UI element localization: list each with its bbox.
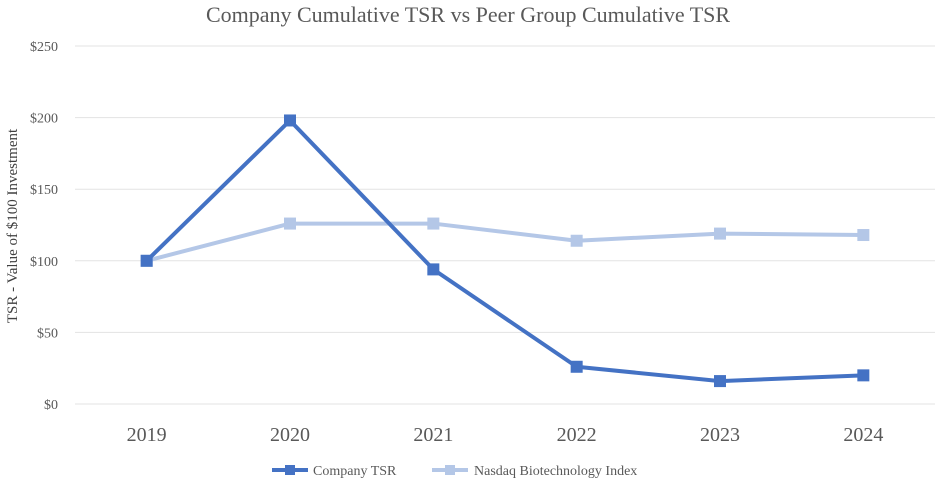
- data-point-marker: [427, 263, 440, 276]
- gridlines: [75, 45, 935, 405]
- legend-label: Company TSR: [313, 464, 397, 479]
- y-tick-label: $100: [30, 255, 58, 270]
- x-tick-label: 2021: [413, 424, 453, 446]
- data-point-marker: [714, 227, 726, 240]
- y-axis-ticks: $0 $50 $100 $150 $200 $250: [30, 40, 58, 413]
- data-point-marker: [570, 234, 583, 247]
- legend: Company TSR Nasdaq Biotechnology Index: [272, 464, 637, 479]
- x-axis-ticks: 2019 2020 2021 2022 2023 2024: [127, 424, 884, 446]
- data-point-marker: [427, 217, 440, 230]
- legend-marker: [285, 465, 295, 475]
- y-tick-label: $250: [30, 40, 58, 55]
- data-point-marker: [857, 229, 870, 242]
- data-point-marker: [140, 254, 153, 267]
- series-lines: [140, 114, 870, 388]
- legend-marker: [445, 465, 455, 475]
- data-point-marker: [284, 217, 296, 230]
- data-point-marker: [714, 375, 726, 388]
- x-tick-label: 2023: [700, 424, 740, 446]
- series-line: [144, 118, 866, 384]
- y-axis-label: TSR - Value of $100 Investment: [5, 128, 21, 323]
- data-point-marker: [857, 369, 870, 382]
- x-tick-label: 2019: [127, 424, 167, 446]
- legend-label: Nasdaq Biotechnology Index: [474, 464, 637, 479]
- data-point-marker: [570, 360, 583, 373]
- y-tick-label: $50: [37, 326, 58, 341]
- chart-title: Company Cumulative TSR vs Peer Group Cum…: [206, 2, 730, 27]
- x-tick-label: 2024: [843, 424, 883, 446]
- y-tick-label: $200: [30, 112, 58, 127]
- y-tick-label: $0: [44, 398, 58, 413]
- y-tick-label: $150: [30, 183, 58, 198]
- data-point-marker: [284, 114, 296, 127]
- x-tick-label: 2020: [270, 424, 310, 446]
- x-tick-label: 2022: [557, 424, 597, 446]
- series-line: [144, 221, 866, 263]
